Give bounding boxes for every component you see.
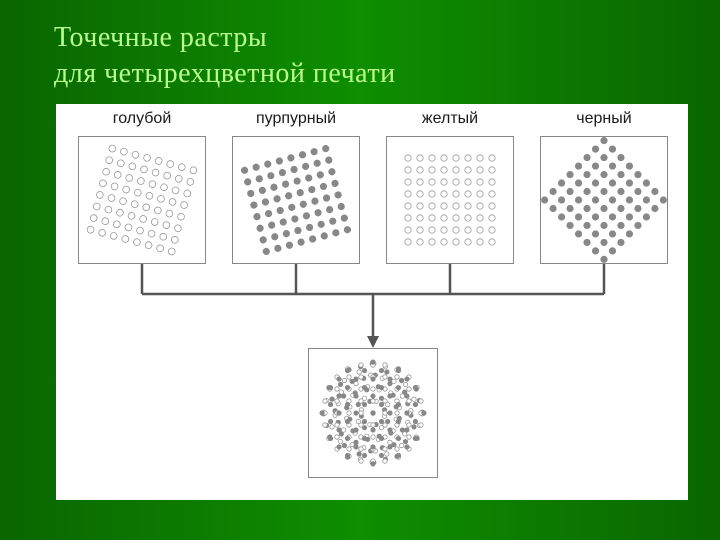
label-cyan: голубой [72,110,212,128]
title-line-1: Точечные растры [54,22,267,53]
box-result [308,348,438,478]
box-cyan [78,136,206,264]
rosette-pattern [316,356,430,470]
label-black: черный [534,110,674,128]
grid-magenta [239,143,353,257]
label-magenta: пурпурный [226,110,366,128]
grid-yellow [404,154,496,246]
title-line-2: для четырехцветной печати [54,58,396,89]
box-magenta [232,136,360,264]
grid-black [538,134,670,266]
diagram-panel: голубой пурпурный желтый черный [56,104,688,500]
box-yellow [386,136,514,264]
page-title: Точечные растры для четырехцветной печат… [54,20,396,93]
grid-cyan [85,143,199,257]
label-yellow: желтый [380,110,520,128]
box-black [540,136,668,264]
